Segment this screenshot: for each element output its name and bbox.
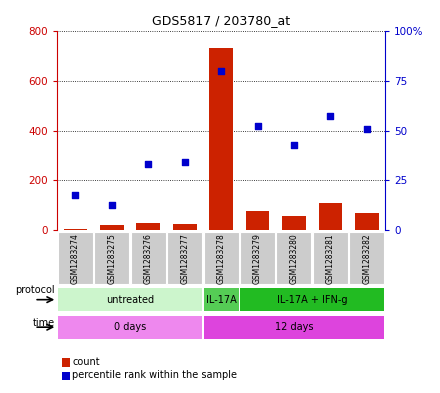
Text: time: time bbox=[33, 318, 55, 328]
Text: GSM1283280: GSM1283280 bbox=[290, 233, 298, 284]
Text: 0 days: 0 days bbox=[114, 322, 146, 332]
Bar bbox=[355, 213, 379, 230]
Bar bbox=[319, 203, 342, 230]
Bar bbox=[246, 211, 269, 230]
Text: GSM1283278: GSM1283278 bbox=[216, 233, 226, 284]
Bar bbox=[349, 232, 384, 285]
Bar bbox=[100, 225, 124, 230]
Text: GSM1283281: GSM1283281 bbox=[326, 233, 335, 284]
Bar bbox=[204, 316, 384, 339]
Text: protocol: protocol bbox=[15, 285, 55, 295]
Bar bbox=[240, 288, 384, 311]
Text: GSM1283282: GSM1283282 bbox=[362, 233, 371, 284]
Bar bbox=[58, 316, 202, 339]
Bar bbox=[204, 232, 238, 285]
Text: 12 days: 12 days bbox=[275, 322, 313, 332]
Bar bbox=[240, 232, 275, 285]
Bar bbox=[209, 48, 233, 230]
Text: percentile rank within the sample: percentile rank within the sample bbox=[72, 370, 237, 380]
Bar bbox=[136, 223, 160, 230]
Bar bbox=[131, 232, 166, 285]
Title: GDS5817 / 203780_at: GDS5817 / 203780_at bbox=[152, 15, 290, 28]
Point bbox=[108, 202, 115, 208]
Text: GSM1283277: GSM1283277 bbox=[180, 233, 189, 284]
Bar bbox=[58, 288, 202, 311]
Point bbox=[363, 125, 370, 132]
Bar bbox=[63, 229, 87, 230]
Point bbox=[72, 192, 79, 198]
Point bbox=[327, 113, 334, 119]
Point bbox=[254, 123, 261, 129]
Text: GSM1283274: GSM1283274 bbox=[71, 233, 80, 284]
Bar bbox=[313, 232, 348, 285]
Text: count: count bbox=[72, 356, 100, 367]
Bar bbox=[94, 232, 129, 285]
Text: GSM1283275: GSM1283275 bbox=[107, 233, 116, 284]
Bar bbox=[167, 232, 202, 285]
Point bbox=[290, 141, 297, 148]
Point bbox=[218, 68, 225, 74]
Bar bbox=[276, 232, 312, 285]
Point bbox=[145, 161, 152, 167]
Bar bbox=[58, 232, 93, 285]
Text: untreated: untreated bbox=[106, 295, 154, 305]
Bar bbox=[204, 288, 238, 311]
Text: IL-17A + IFN-g: IL-17A + IFN-g bbox=[277, 295, 348, 305]
Text: GSM1283276: GSM1283276 bbox=[144, 233, 153, 284]
Text: IL-17A: IL-17A bbox=[206, 295, 236, 305]
Bar bbox=[173, 224, 197, 230]
Bar bbox=[282, 216, 306, 230]
Point bbox=[181, 159, 188, 165]
Text: GSM1283279: GSM1283279 bbox=[253, 233, 262, 284]
